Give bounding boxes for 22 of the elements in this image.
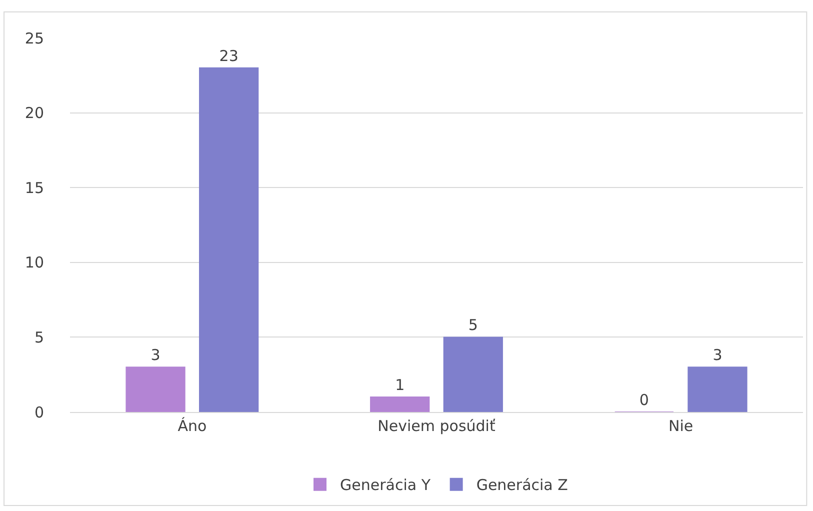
x-tick-label: Nie bbox=[668, 417, 694, 435]
y-tick-label: 5 bbox=[34, 328, 44, 346]
data-label: 3 bbox=[150, 346, 160, 364]
legend-label: Generácia Z bbox=[476, 476, 568, 494]
data-label: 3 bbox=[712, 346, 722, 364]
data-label: 23 bbox=[219, 46, 238, 65]
bar bbox=[199, 67, 259, 412]
data-label: 1 bbox=[395, 376, 405, 394]
y-tick-label: 10 bbox=[24, 254, 44, 272]
bar bbox=[688, 366, 748, 412]
x-tick-label: Áno bbox=[178, 417, 207, 435]
y-tick-label: 15 bbox=[24, 178, 44, 197]
x-tick-label: Neviem posúdiť bbox=[378, 417, 496, 435]
data-label: 5 bbox=[468, 316, 478, 334]
y-tick-label: 20 bbox=[24, 104, 44, 122]
y-tick-label: 25 bbox=[24, 29, 44, 48]
bar bbox=[126, 366, 186, 412]
y-tick-label: 0 bbox=[34, 403, 44, 422]
bar bbox=[443, 336, 503, 412]
bar bbox=[370, 396, 430, 412]
legend-label: Generácia Y bbox=[340, 476, 432, 494]
data-label: 0 bbox=[639, 391, 649, 409]
